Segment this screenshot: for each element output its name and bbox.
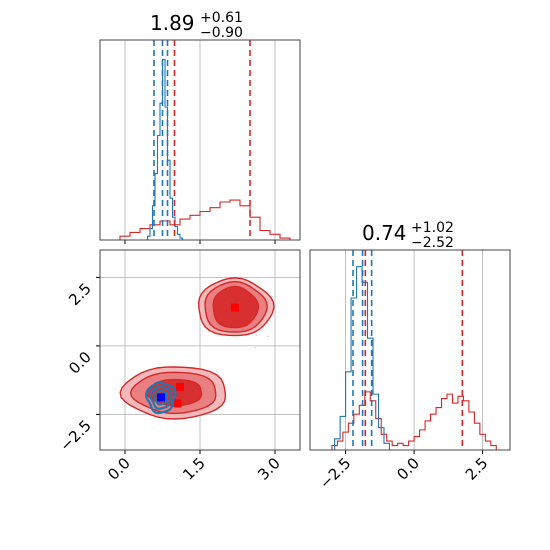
frame-tl [99, 39, 301, 241]
joint-panel [96, 249, 301, 454]
marginal-panel-param-2 [309, 249, 511, 454]
title-param-2-plus: +1.02 [411, 220, 454, 236]
scatter-point [255, 334, 258, 336]
tick-label-x-param-1-1: 1.5 [179, 454, 209, 484]
title-param-1-plus: +0.61 [200, 10, 243, 26]
tick-labels: 0.0 1.5 3.0 −2.5 0.0 2.5 −2.5 0.0 2.5 [56, 279, 491, 492]
marker-series-a [157, 393, 165, 402]
frame-joint [99, 249, 301, 451]
tick-label-x-param-2-1: 0.0 [393, 454, 423, 484]
scatter-point [267, 335, 269, 338]
title-param-1-median: 1.89 [150, 11, 195, 35]
frame-br [309, 249, 511, 451]
contour-series-a-level-2 [153, 389, 169, 406]
contour-series-a-level-0 [144, 381, 177, 415]
tick-label-y-param-2-0: −2.5 [56, 416, 94, 454]
tick-label-y-param-2-1: 0.0 [65, 348, 95, 378]
scatter-point [254, 346, 256, 349]
marker-series-b-mode-0 [231, 303, 239, 312]
tick-label-y-param-2-2: 2.5 [65, 279, 95, 309]
title-param-2-minus: −2.52 [411, 235, 454, 251]
contour-series-a-level-1 [149, 385, 173, 410]
title-param-2: 0.74 +1.02 −2.52 [362, 220, 454, 251]
scatter-point [144, 413, 147, 415]
marker-series-b-mode-1 [176, 382, 184, 391]
title-param-1-minus: −0.90 [200, 25, 243, 41]
title-param-1: 1.89 +0.61 −0.90 [150, 10, 243, 41]
histogram-series-b-param-2 [331, 391, 497, 450]
histogram-series-a-param-1 [146, 58, 184, 240]
marker-series-b-extra-0 [173, 399, 182, 408]
tick-label-x-param-1-0: 0.0 [104, 454, 134, 484]
histogram-series-b-param-1 [119, 199, 291, 240]
tick-label-x-param-2-0: −2.5 [316, 454, 354, 492]
marginal-panel-param-1 [99, 39, 301, 244]
tick-label-x-param-2-2: 2.5 [462, 454, 492, 484]
tick-label-x-param-1-2: 3.0 [254, 454, 284, 484]
title-param-2-median: 0.74 [362, 221, 407, 245]
